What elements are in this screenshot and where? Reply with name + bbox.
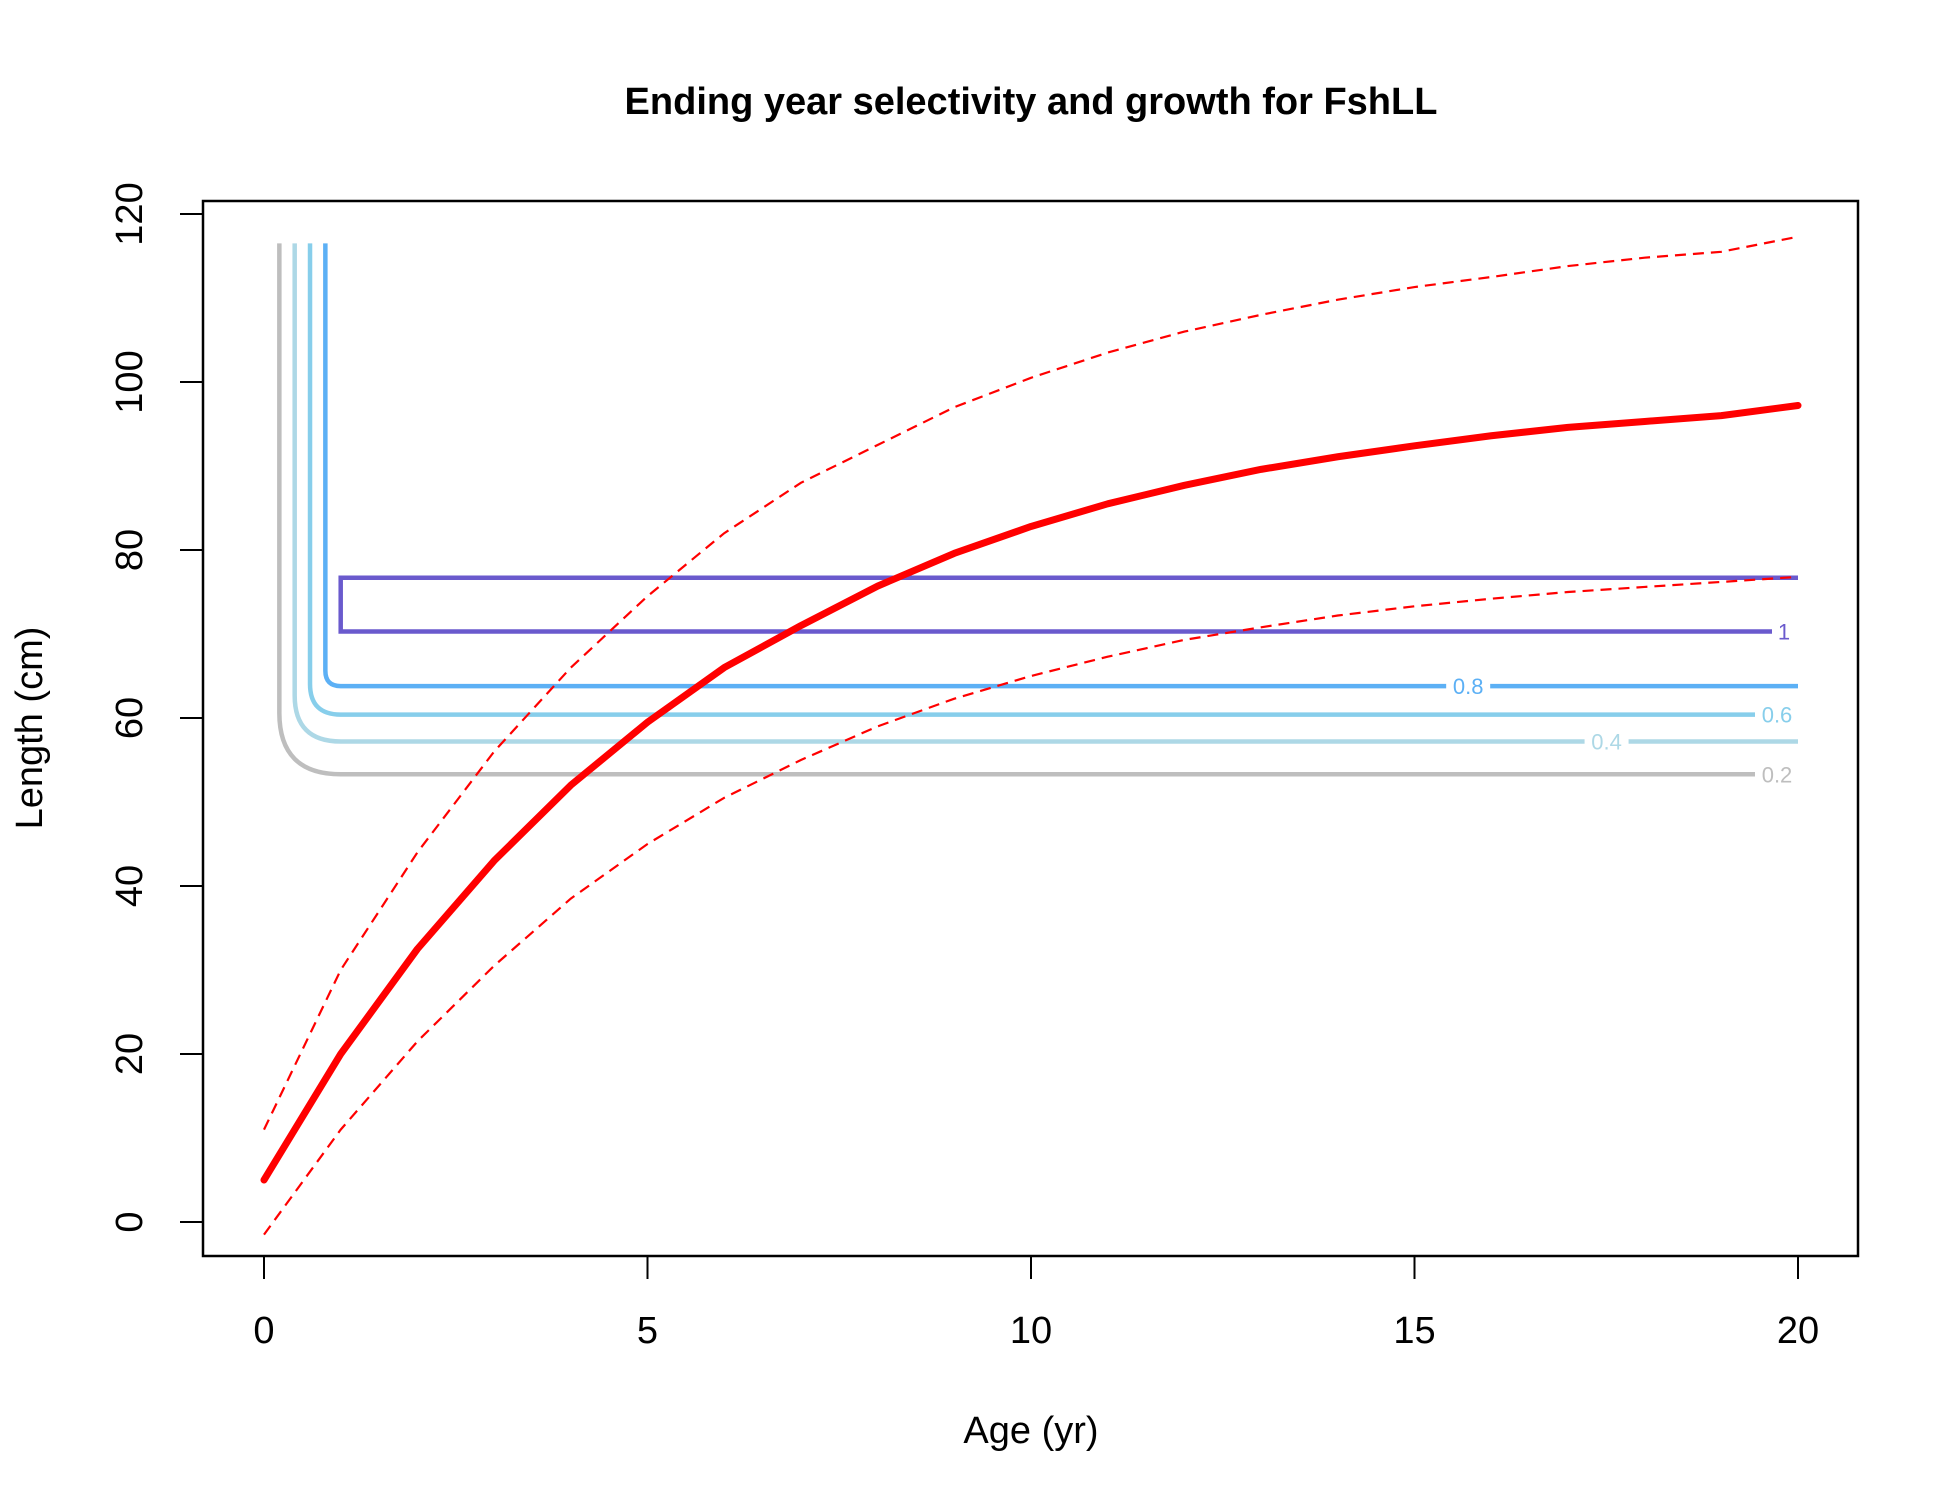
y-tick-label: 60 xyxy=(109,697,151,739)
contour-label-0.2: 0.2 xyxy=(1762,762,1793,787)
selectivity-contour-0.4 xyxy=(292,243,1798,744)
y-axis-label: Length (cm) xyxy=(9,627,51,830)
growth-upper-line xyxy=(263,235,1799,1131)
contour-label-bg xyxy=(1446,676,1491,697)
contour-label-bg xyxy=(1755,704,1799,725)
selectivity-contour-1 xyxy=(338,575,1798,634)
x-axis-label: Age (yr) xyxy=(963,1410,1098,1452)
x-tick-label: 10 xyxy=(1010,1310,1052,1352)
growth-lower-line xyxy=(263,575,1799,1236)
selectivity-contour-0.2 xyxy=(277,243,1798,777)
y-tick-label: 120 xyxy=(109,182,151,245)
contour-label-0.4: 0.4 xyxy=(1591,730,1622,755)
plot-box xyxy=(201,199,1860,1258)
growth-curves xyxy=(260,235,1802,1236)
y-tick-label: 20 xyxy=(109,1033,151,1075)
y-tick-label: 100 xyxy=(109,350,151,413)
x-tick-label: 20 xyxy=(1777,1310,1819,1352)
x-axis: 0 5 10 15 20 xyxy=(253,1255,1819,1352)
selectivity-contour-0.8 xyxy=(323,243,1798,689)
contour-label-0.8: 0.8 xyxy=(1453,674,1484,699)
x-tick-label: 15 xyxy=(1393,1310,1435,1352)
contour-label-bg xyxy=(1755,764,1799,785)
selectivity-contours: 0.2 0.4 0.6 0.8 1 xyxy=(277,243,1799,787)
x-tick-label: 5 xyxy=(637,1310,658,1352)
contour-label-1: 1 xyxy=(1778,619,1790,644)
x-tick-label: 0 xyxy=(253,1310,274,1352)
y-axis: 0 20 40 60 80 100 120 xyxy=(109,182,204,1233)
y-tick-label: 80 xyxy=(109,529,151,571)
contour-label-0.6: 0.6 xyxy=(1762,703,1793,728)
chart-title: Ending year selectivity and growth for F… xyxy=(625,81,1438,123)
growth-mean-line xyxy=(260,402,1802,1184)
y-tick-label: 0 xyxy=(109,1211,151,1232)
contour-label-bg xyxy=(1584,731,1629,752)
selectivity-contour-0.6 xyxy=(307,243,1798,717)
y-tick-label: 40 xyxy=(109,865,151,907)
